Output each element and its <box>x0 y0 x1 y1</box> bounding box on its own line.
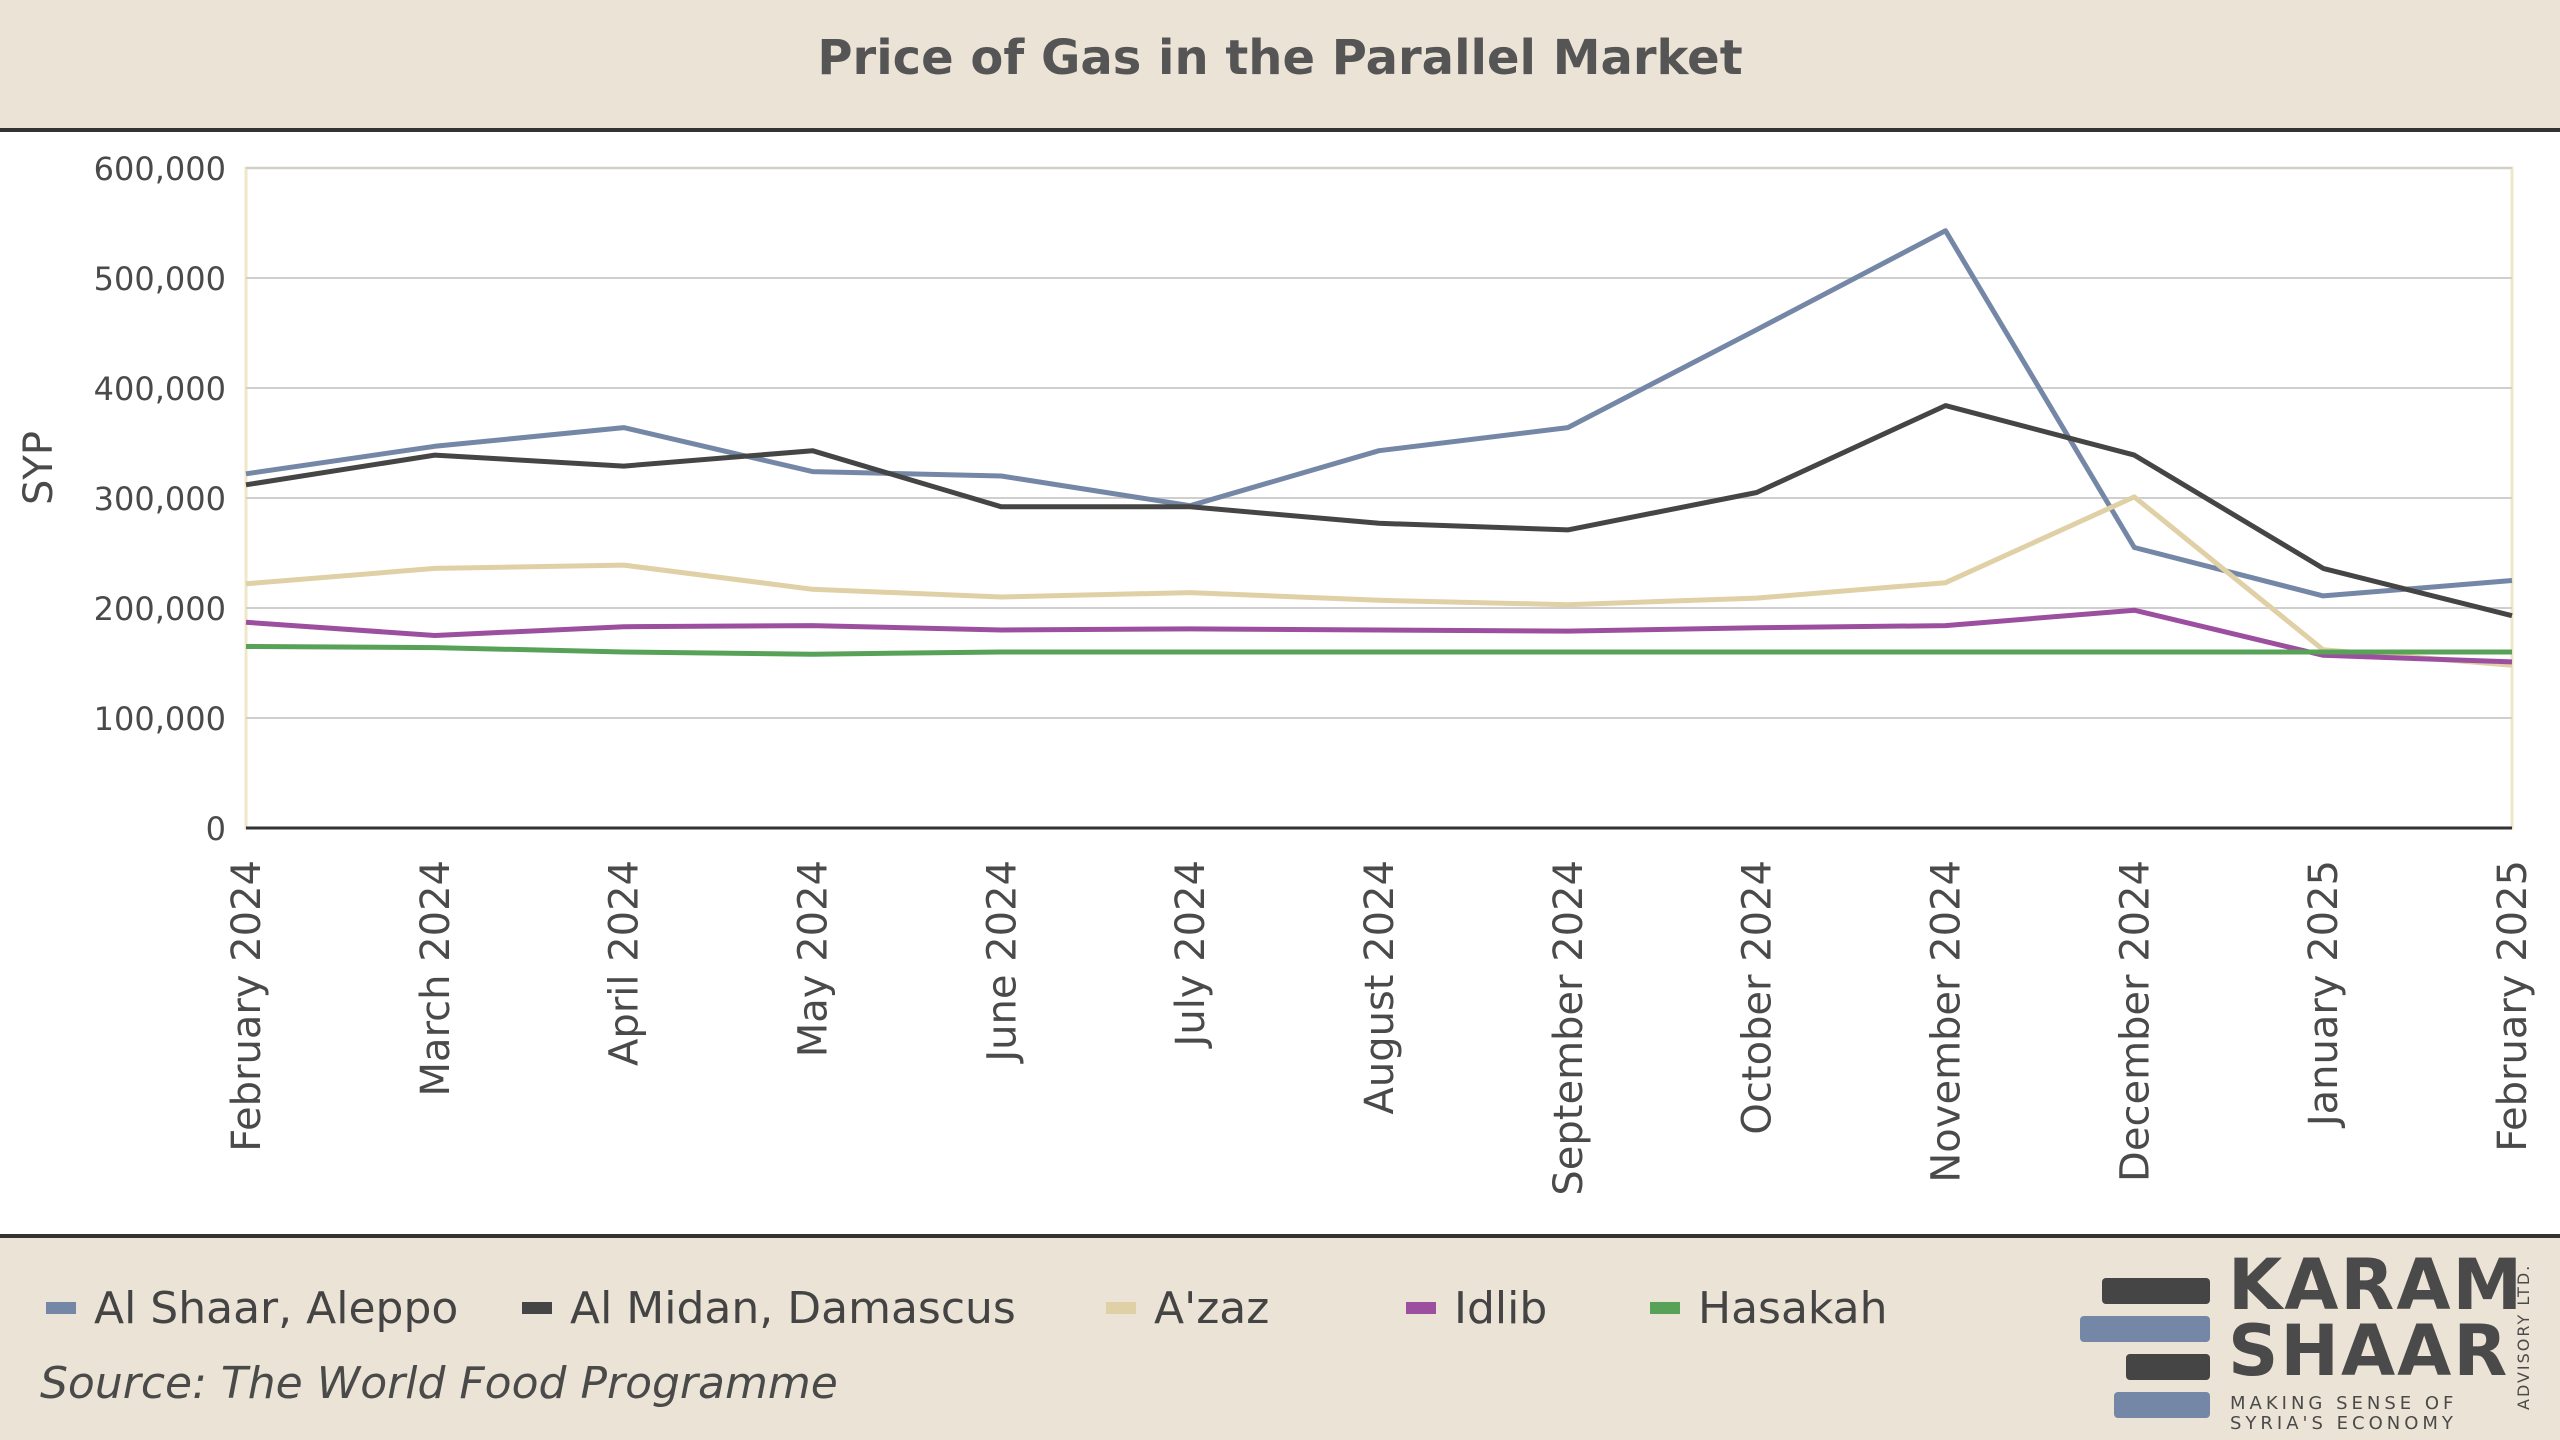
series-line-a-zaz <box>245 494 2513 668</box>
legend-item: A'zaz <box>1106 1280 1269 1336</box>
legend-swatch <box>1650 1302 1680 1314</box>
legend-item: Al Midan, Damascus <box>522 1280 1016 1336</box>
y-tick-label: 600,000 <box>94 150 226 188</box>
chart-footer: Al Shaar, Aleppo Al Midan, Damascus A'zaz I… <box>0 1234 2560 1440</box>
line-chart: 0 100,000 200,000 300,000 400,000 500,000 600,… <box>16 150 2536 1196</box>
legend-label: Al Shaar, Aleppo <box>94 1282 459 1334</box>
legend-label: Hasakah <box>1698 1282 1888 1334</box>
x-tick-label: May 2024 <box>791 860 837 1057</box>
series-line-idlib <box>245 607 2513 665</box>
y-tick-label: 200,000 <box>94 590 226 628</box>
legend-swatch <box>1106 1302 1136 1314</box>
x-tick-label: March 2024 <box>413 860 459 1096</box>
karam-shaar-logo: KARAM SHAAR MAKING SENSE OF SYRIA'S ECON… <box>2080 1250 2540 1438</box>
legend-item: Al Shaar, Aleppo <box>46 1280 458 1336</box>
logo-name-line1: KARAM <box>2228 1244 2525 1326</box>
x-tick-label: February 2025 <box>2490 860 2536 1152</box>
legend-item: Idlib <box>1406 1280 1547 1336</box>
x-tick-label: July 2024 <box>1168 860 1214 1049</box>
chart-title: Price of Gas in the Parallel Market <box>817 30 1743 86</box>
y-tick-label: 400,000 <box>94 370 226 408</box>
legend-swatch <box>1406 1302 1436 1314</box>
series-line-al-shaar-aleppo <box>245 228 2513 599</box>
legend-label: A'zaz <box>1154 1282 1270 1334</box>
y-tick-label: 100,000 <box>94 700 226 738</box>
logo-tagline-line2: SYRIA'S ECONOMY <box>2230 1413 2457 1434</box>
y-tick-label: 0 <box>206 810 226 848</box>
logo-side-text: ADVISORY LTD. <box>2514 1263 2533 1410</box>
x-tick-label: January 2025 <box>2301 860 2347 1129</box>
x-tick-label: September 2024 <box>1546 860 1592 1196</box>
legend-swatch <box>46 1302 76 1314</box>
logo-name-line2: SHAAR <box>2228 1310 2510 1392</box>
series-line-hasakah <box>245 644 2512 657</box>
x-tick-label: April 2024 <box>602 860 648 1066</box>
x-tick-label: August 2024 <box>1357 860 1403 1115</box>
x-tick-label: June 2024 <box>979 860 1025 1065</box>
x-tick-label: February 2024 <box>224 860 270 1152</box>
logo-bars-icon <box>2080 1258 2220 1418</box>
y-tick-label: 500,000 <box>94 260 226 298</box>
logo-tagline-line1: MAKING SENSE OF <box>2230 1393 2458 1414</box>
x-tick-label: November 2024 <box>1924 860 1970 1183</box>
legend-label: Idlib <box>1454 1282 1548 1334</box>
series-lines <box>245 228 2513 668</box>
y-axis-label: SYP <box>16 431 62 505</box>
legend-swatch <box>522 1302 552 1314</box>
y-axis-tick-labels: 0 100,000 200,000 300,000 400,000 500,000 600,… <box>94 150 226 848</box>
source-note: Source: The World Food Programme <box>40 1358 838 1409</box>
x-tick-label: October 2024 <box>1735 860 1781 1135</box>
legend-item: Hasakah <box>1650 1280 1888 1336</box>
series-line-al-midan-damascus <box>245 403 2513 619</box>
legend-label: Al Midan, Damascus <box>570 1282 1016 1334</box>
x-axis-tick-labels: February 2024 March 2024 April 2024 May 202… <box>224 860 2536 1196</box>
y-tick-label: 300,000 <box>94 480 226 518</box>
chart-header: Price of Gas in the Parallel Market <box>0 0 2560 132</box>
x-tick-label: December 2024 <box>2112 860 2158 1182</box>
